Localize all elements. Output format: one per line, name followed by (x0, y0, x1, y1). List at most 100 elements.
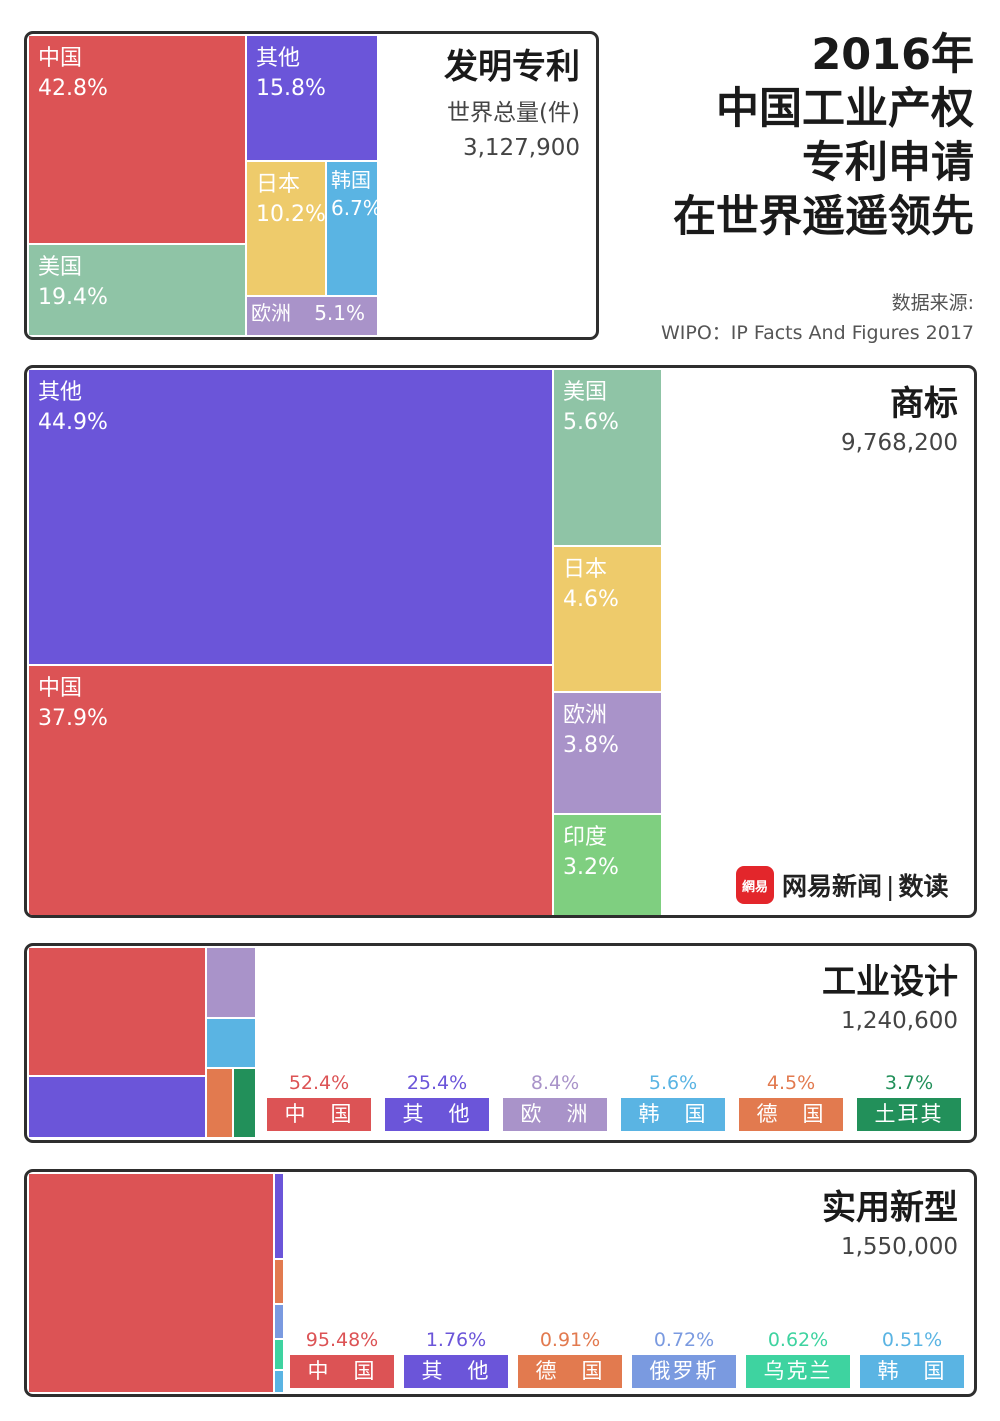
tile-category: 其他 (38, 380, 83, 405)
treemap-tile (29, 948, 205, 1075)
treemap-tile (275, 1260, 283, 1303)
panel-total: 9,768,200 (840, 430, 958, 456)
legend-value: 5.6% (648, 1072, 698, 1094)
legend-value: 95.48% (305, 1329, 379, 1351)
treemap-tile: 中国 42.8% (29, 36, 245, 243)
tile-category: 欧洲 (251, 301, 291, 325)
brand-logo: 網易 网易新闻 | 数读 (736, 864, 948, 906)
panel-trademarks: 其他 44.9% 中国 37.9% 美国 5.6% 日本 4.6% 欧洲 3.8% 印度 3.2% 商… (24, 365, 977, 918)
brand-name: 网易新闻 | 数读 (782, 867, 948, 903)
panel-subtitle: 世界总量(件) (447, 100, 580, 126)
legend-value: 52.4% (288, 1072, 350, 1094)
tile-value: 4.6% (563, 587, 619, 612)
tile-label: 美国 5.6% (563, 378, 619, 438)
tile-value: 6.7% (331, 196, 382, 220)
treemap-tile: 韩国 6.7% (327, 162, 382, 295)
brand-title: 网易新闻 (782, 872, 883, 901)
legend-country: 俄罗斯 (632, 1355, 736, 1388)
tile-label: 日本 4.6% (563, 555, 619, 615)
tile-label: 日本 10.2% (256, 170, 326, 230)
tile-category: 韩国 (331, 168, 371, 192)
legend-value: 0.51% (881, 1329, 943, 1351)
legend-country: 韩 国 (860, 1355, 964, 1388)
legend-value: 8.4% (530, 1072, 580, 1094)
netease-logo-icon: 網易 (736, 866, 774, 904)
panel-industrial-design: 工业设计 1,240,600 52.4% 中 国 25.4% 其 他 8.4% 欧 洲 5.… (24, 943, 977, 1143)
panel-utility-models: 实用新型 1,550,000 95.48% 中 国 1.76% 其 他 0.91% 德 国… (24, 1169, 977, 1397)
tile-label: 其他 44.9% (38, 378, 108, 438)
tile-value: 44.9% (38, 410, 108, 435)
title-line: 2016年 (811, 30, 974, 80)
tile-category: 日本 (563, 557, 608, 582)
tile-category: 欧洲 (563, 703, 608, 728)
brand-divider: | (886, 872, 895, 901)
legend-country: 韩 国 (621, 1098, 725, 1131)
legend-country: 中 国 (267, 1098, 371, 1131)
title-line: 中国工业产权 (716, 84, 974, 134)
source-label: 数据来源: (891, 292, 974, 314)
tile-category: 美国 (38, 255, 83, 280)
tile-value: 37.9% (38, 706, 108, 731)
treemap-tile: 日本 4.6% (554, 547, 661, 691)
treemap-tile (207, 1069, 232, 1137)
panel-title: 实用新型 (822, 1188, 958, 1228)
treemap-tile (275, 1305, 283, 1338)
legend-value: 0.91% (539, 1329, 601, 1351)
tile-value: 19.4% (38, 285, 108, 310)
treemap-tile: 欧洲 3.8% (554, 693, 661, 813)
panel-total: 1,550,000 (840, 1234, 958, 1260)
tile-value: 3.8% (563, 733, 619, 758)
panel-total: 3,127,900 (462, 135, 580, 161)
legend-country: 欧 洲 (503, 1098, 607, 1131)
panel-title: 商标 (890, 384, 958, 424)
panel-title: 发明专利 (444, 47, 580, 87)
tile-label: 其他 15.8% (256, 44, 326, 104)
legend-country: 德 国 (739, 1098, 843, 1131)
legend-country: 中 国 (290, 1355, 394, 1388)
tile-value: 15.8% (256, 76, 326, 101)
tile-label: 欧洲 5.1% (251, 299, 365, 327)
legend-country: 德 国 (518, 1355, 622, 1388)
legend-country: 其 他 (404, 1355, 508, 1388)
tile-value: 10.2% (256, 202, 326, 227)
title-line: 在世界遥遥领先 (673, 192, 974, 242)
legend-value: 3.7% (884, 1072, 934, 1094)
treemap-tile: 美国 19.4% (29, 245, 245, 335)
data-source: 数据来源: WIPO：IP Facts And Figures 2017 (661, 288, 974, 348)
tile-label: 中国 42.8% (38, 44, 108, 104)
tile-value: 42.8% (38, 76, 108, 101)
legend-value: 1.76% (425, 1329, 487, 1351)
legend-value: 0.62% (767, 1329, 829, 1351)
treemap-tile: 印度 3.2% (554, 815, 661, 915)
treemap-tile: 中国 37.9% (29, 666, 552, 915)
tile-category: 其他 (256, 46, 301, 71)
tile-category: 中国 (38, 676, 83, 701)
main-title: 2016年 中国工业产权 专利申请 在世界遥遥领先 (673, 28, 974, 244)
tile-value: 3.2% (563, 855, 619, 880)
treemap-tile (234, 1069, 255, 1137)
treemap-tile (29, 1077, 205, 1137)
tile-label: 中国 37.9% (38, 674, 108, 734)
brand-section: 数读 (898, 872, 949, 901)
tile-label: 欧洲 3.8% (563, 701, 619, 761)
legend-country: 土耳其 (857, 1098, 961, 1131)
treemap-tile (29, 1174, 273, 1392)
legend-value: 4.5% (766, 1072, 816, 1094)
tile-value: 5.6% (563, 410, 619, 435)
legend-value: 0.72% (653, 1329, 715, 1351)
treemap-tile: 美国 5.6% (554, 370, 661, 545)
source-text: WIPO：IP Facts And Figures 2017 (660, 322, 974, 344)
tile-label: 美国 19.4% (38, 253, 108, 313)
legend-country: 其 他 (385, 1098, 489, 1131)
treemap-tile (275, 1340, 283, 1369)
tile-category: 日本 (256, 172, 301, 197)
title-line: 专利申请 (802, 138, 974, 188)
tile-label: 韩国 6.7% (331, 166, 382, 222)
treemap-tile (275, 1371, 283, 1392)
tile-category: 美国 (563, 380, 608, 405)
treemap-tile: 日本 10.2% (247, 162, 326, 295)
treemap-tile (207, 948, 255, 1017)
tile-category: 印度 (563, 825, 608, 850)
treemap-tile (207, 1019, 255, 1067)
panel-invention-patents: 中国 42.8% 美国 19.4% 其他 15.8% 日本 10.2% 韩国 6.7% 欧洲 5.1%… (24, 31, 599, 340)
